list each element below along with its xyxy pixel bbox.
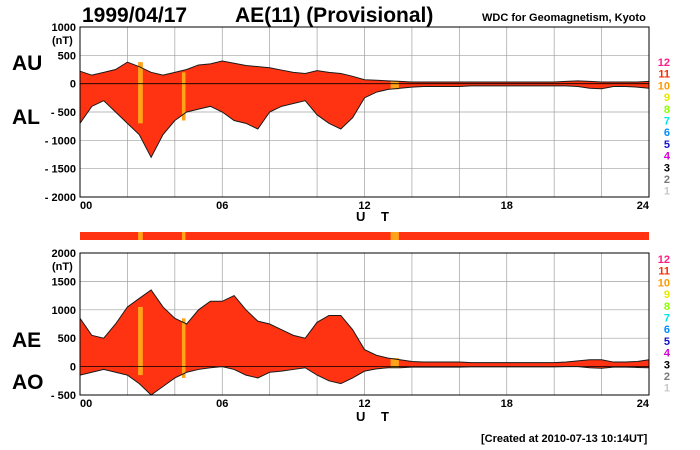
x-tick-label: 00 [80,398,92,410]
station-count-label: 3 [664,162,670,174]
au-al-unit-label: (nT) [52,35,73,47]
station-count-label: 1 [664,383,670,395]
y-tick-label: 500 [58,50,76,62]
y-tick-label: - 2000 [45,192,76,204]
station-count-label: 6 [664,127,670,139]
x-tick-label: 12 [358,398,370,410]
x-tick-label: 24 [637,200,650,212]
coverage-strip-partial [181,232,186,240]
ae-ao-frame [79,252,650,396]
x-tick-label: 18 [501,398,513,410]
station-count-label: 1 [664,186,670,198]
ae-ao-x-ticks: 00 06 12 18 24 [80,398,650,410]
index-fill-area [80,61,649,158]
y-tick-label: - 1000 [45,135,76,147]
coverage-strip-bar [80,232,649,240]
partial-coverage-band [390,358,399,368]
au-al-frame [79,26,650,198]
x-tick-label: 06 [216,398,228,410]
x-tick-label: 00 [80,200,92,212]
al-label: AL [12,106,40,129]
au-al-x-axis-label: U T [356,209,395,224]
au-al-y-ticks: 1000 500 0 - 500 - 1000 - 1500 - 2000 [45,22,76,204]
x-tick-label: 06 [216,200,228,212]
station-count-label: 5 [664,336,670,348]
station-count-label: 12 [658,57,670,69]
station-count-label: 9 [664,289,670,301]
ao-label: AO [12,371,44,394]
organization-label: WDC for Geomagnetism, Kyoto [482,12,646,24]
au-series-line [79,60,650,83]
station-coverage-strip [80,232,649,240]
au-al-x-ticks: 00 06 12 18 24 [80,200,650,212]
y-tick-label: 0 [70,362,76,374]
au-al-area [79,60,650,159]
station-count-label: 10 [658,80,670,92]
creation-note: [Created at 2010-07-13 10:14UT] [481,433,648,445]
al-series-line [79,85,650,159]
station-count-label: 8 [664,104,670,116]
partial-coverage-band [138,62,143,124]
coverage-strip-partial [390,232,399,240]
y-tick-label: 2000 [52,248,76,260]
x-tick-label: 12 [358,200,370,212]
ae-label: AE [12,329,41,352]
station-count-label: 3 [664,359,670,371]
station-count-label: 7 [664,116,670,128]
ao-series-line [79,366,650,396]
station-count-label: 4 [664,151,671,163]
y-tick-label: - 1500 [45,164,76,176]
y-tick-label: - 500 [51,107,76,119]
partial-coverage-band [181,318,186,378]
coverage-strip-partial [138,232,143,240]
station-count-label: 11 [658,266,670,278]
partial-coverage-band [181,72,186,121]
y-tick-label: 1000 [52,22,76,34]
index-fill-area [80,289,649,395]
ae-ao-unit-label: (nT) [52,261,73,273]
ae-ao-x-axis-label: U T [356,409,395,424]
station-count-label: 2 [664,371,670,383]
ae-series-line [79,289,650,364]
station-count-label: 9 [664,92,670,104]
partial-coverage-band [390,80,399,90]
y-tick-label: - 500 [51,390,76,402]
index-title: AE(11) (Provisional) [235,4,433,27]
ae-ao-y-ticks: 2000 1500 1000 500 0 - 500 [51,248,76,402]
y-tick-label: 500 [58,333,76,345]
y-tick-label: 1500 [52,276,76,288]
y-tick-label: 0 [70,79,76,91]
ae-ao-area [79,289,650,396]
station-count-label: 7 [664,313,670,325]
au-label: AU [12,52,42,75]
station-count-label: 6 [664,324,670,336]
station-count-label: 11 [658,69,670,81]
station-count-label: 4 [664,348,671,360]
station-count-label: 8 [664,301,670,313]
date-title: 1999/04/17 [82,4,187,27]
station-count-label: 5 [664,139,670,151]
station-count-label: 12 [658,254,670,266]
y-tick-label: 1000 [52,305,76,317]
x-tick-label: 24 [637,398,650,410]
station-count-label: 2 [664,174,670,186]
partial-coverage-band [138,306,143,376]
x-tick-label: 18 [501,200,513,212]
station-count-label: 10 [658,277,670,289]
